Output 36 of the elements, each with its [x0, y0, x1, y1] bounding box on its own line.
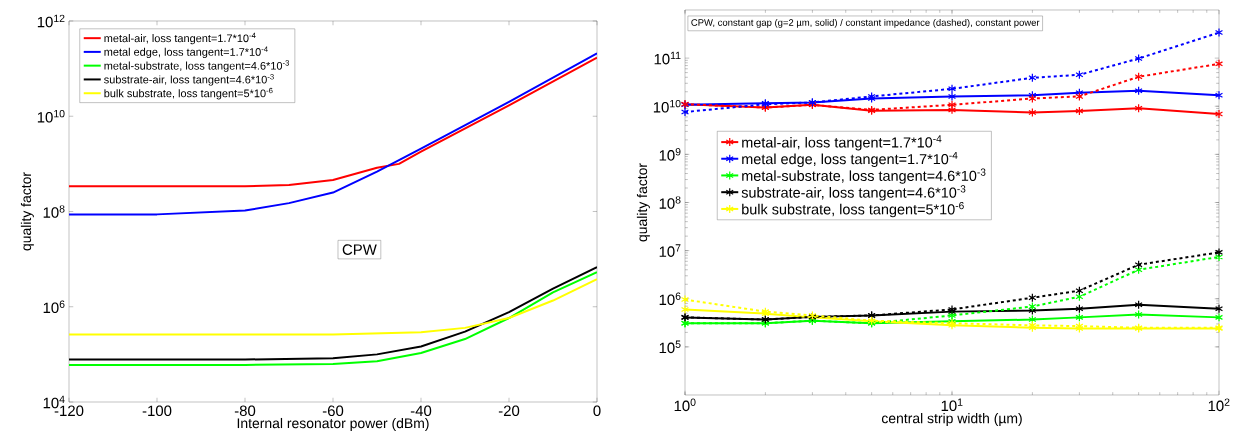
legend-label: bulk substrate, loss tangent=5*10$^{-6}$	[742, 202, 964, 218]
y-tick-label: 10$^{6}$	[659, 292, 681, 306]
x-tick-label: 10$^{2}$	[1208, 398, 1230, 412]
x-tick-label: -80	[234, 405, 256, 417]
y-axis-title: quality factor	[20, 172, 34, 251]
x-tick-label: -60	[322, 405, 344, 417]
legend-label: metal-air, loss tangent=1.7*10$^{-4}$	[104, 32, 256, 45]
x-tick-label: 10$^{0}$	[674, 398, 696, 412]
legend-label: metal edge, loss tangent=1.7*10$^{-4}$	[742, 151, 958, 168]
x-tick-label: -40	[410, 405, 432, 417]
annotation: CPW	[342, 244, 377, 255]
y-tick-label: 10$^{12}$	[37, 14, 65, 28]
y-tick-label: 10$^{10}$	[37, 109, 65, 123]
x-tick-label: -100	[142, 405, 172, 417]
y-tick-label: 10$^{7}$	[659, 244, 681, 257]
x-axis-title: central strip width (µm)	[881, 413, 1022, 427]
y-tick-label: 10$^{8}$	[659, 196, 681, 209]
legend-label: substrate-air, loss tangent=4.6*10$^{-3}$	[104, 74, 274, 86]
x-axis-title: Internal resonator power (dBm)	[237, 417, 429, 431]
x-tick-label: 10$^{1}$	[941, 398, 963, 412]
legend-label: metal-air, loss tangent=1.7*10$^{-4}$	[742, 135, 942, 151]
y-tick-label: 10$^{10}$	[653, 99, 681, 113]
y-tick-label: 10$^{9}$	[659, 148, 681, 161]
annotation: CPW, constant gap (g=2 µm, solid) / constant impedance (dashed), constant power	[691, 18, 1040, 28]
x-tick-label: 0	[593, 405, 601, 417]
y-tick-label: 10$^{11}$	[654, 51, 681, 65]
legend-label: bulk substrate, loss tangent=5*10$^{-6}$	[104, 87, 273, 100]
y-tick-label: 10$^{8}$	[43, 205, 65, 218]
legend-label: metal-substrate, loss tangent=4.6*10$^{-3}$	[104, 60, 290, 72]
x-tick-label: -20	[498, 405, 520, 417]
legend-label: metal edge, loss tangent=1.7*10$^{-4}$	[104, 46, 268, 59]
y-tick-label: 10$^{5}$	[659, 340, 681, 354]
y-tick-label: 10$^{6}$	[43, 300, 65, 314]
legend-label: substrate-air, loss tangent=4.6*10$^{-3}$	[741, 185, 966, 201]
legend-label: metal-substrate, loss tangent=4.6*10$^{-3}$	[742, 168, 986, 184]
y-axis-title: quality factor	[636, 163, 650, 242]
